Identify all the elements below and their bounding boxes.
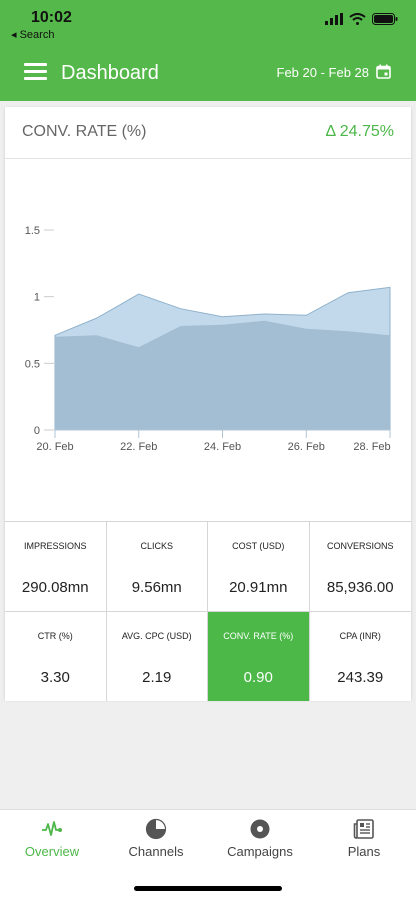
stat-cell[interactable]: CLICKS 9.56mn <box>106 522 208 611</box>
stat-cell[interactable]: CPA (INR) 243.39 <box>309 612 411 701</box>
metric-title: CONV. RATE (%) <box>22 123 147 140</box>
menu-icon-bar <box>24 63 47 66</box>
metric-delta: Δ 24.75% <box>325 123 394 140</box>
tab-overview[interactable]: Overview <box>0 810 104 870</box>
signal-icon <box>325 13 343 25</box>
stat-value: 0.90 <box>243 669 273 686</box>
stat-cell[interactable]: COST (USD) 20.91mn <box>208 522 310 611</box>
stat-value: 290.08mn <box>21 579 89 596</box>
x-tick-label: 20. Feb <box>36 441 73 453</box>
status-time: 10:02 <box>31 9 72 26</box>
newspaper-icon <box>353 819 374 839</box>
stat-label: AVG. CPC (USD) <box>121 631 192 641</box>
y-tick-label: 0 <box>34 425 40 437</box>
tab-plans-label: Plans <box>347 844 381 859</box>
menu-icon-bar <box>24 70 47 73</box>
wifi-icon <box>349 13 366 25</box>
stats-row: IMPRESSIONS 290.08mn CLICKS 9.56mn COST (USD… <box>5 521 411 611</box>
y-tick-label: 0.5 <box>25 358 40 370</box>
x-tick-label: 22. Feb <box>120 441 157 453</box>
app-header: 10:02 ◂ Search Dashboard Feb 20 - Feb 28 <box>0 0 416 101</box>
x-tick-label: 28. Feb <box>353 441 390 453</box>
y-tick-label: 1.5 <box>25 225 40 237</box>
page-title: Dashboard <box>61 62 159 84</box>
bottom-tab-bar: Overview Channels Campaigns Plans <box>0 809 416 900</box>
stat-label: CTR (%) <box>37 631 73 641</box>
stat-value: 243.39 <box>337 669 384 686</box>
metric-card-header: CONV. RATE (%) Δ 24.75% <box>5 107 411 159</box>
back-to-search-link[interactable]: ◂ Search <box>11 29 55 41</box>
stat-cell[interactable]: AVG. CPC (USD) 2.19 <box>106 612 208 701</box>
stat-value: 9.56mn <box>131 579 182 596</box>
home-indicator <box>134 886 282 891</box>
stat-value: 2.19 <box>142 669 172 686</box>
calendar-icon[interactable] <box>376 64 391 79</box>
stat-cell[interactable]: CONV. RATE (%) 0.90 <box>208 612 310 701</box>
tab-campaigns-label: Campaigns <box>227 844 293 859</box>
tab-overview-label: Overview <box>24 844 80 859</box>
tab-campaigns[interactable]: Campaigns <box>208 810 312 870</box>
conversion-rate-chart: 0 0.5 1 1.5 20. Feb 22. Feb 24. Feb 26. Feb 28. … <box>25 225 391 453</box>
stat-value: 85,936.00 <box>326 579 394 596</box>
metric-card: CONV. RATE (%) Δ 24.75% 0 0.5 1 1.5 20. Feb 2… <box>5 107 411 701</box>
tab-channels-label: Channels <box>128 844 184 859</box>
stat-cell[interactable]: CONVERSIONS 85,936.00 <box>309 522 411 611</box>
pie-chart-icon <box>145 818 167 840</box>
menu-button[interactable] <box>24 63 47 80</box>
x-tick-label: 26. Feb <box>288 441 325 453</box>
stat-label: CONV. RATE (%) <box>223 631 294 641</box>
stat-value: 20.91mn <box>229 579 288 596</box>
date-range-selector[interactable]: Feb 20 - Feb 28 <box>276 65 370 80</box>
stat-label: CPA (INR) <box>339 631 381 641</box>
disc-icon <box>250 819 270 839</box>
stat-label: CLICKS <box>140 541 173 551</box>
area-series-2 <box>55 320 390 430</box>
status-icons <box>325 13 398 25</box>
stat-label: IMPRESSIONS <box>23 541 87 551</box>
stat-label: COST (USD) <box>232 541 285 551</box>
stat-label: CONVERSIONS <box>326 541 394 551</box>
stats-row: CTR (%) 3.30 AVG. CPC (USD) 2.19 CONV. RATE … <box>5 611 411 701</box>
tab-plans[interactable]: Plans <box>312 810 416 870</box>
battery-icon <box>372 13 398 25</box>
y-tick-label: 1 <box>34 292 40 304</box>
x-tick-label: 24. Feb <box>204 441 241 453</box>
stat-value: 3.30 <box>40 669 70 686</box>
stat-cell[interactable]: IMPRESSIONS 290.08mn <box>5 522 107 611</box>
pulse-icon <box>42 821 62 836</box>
menu-icon-bar <box>24 77 47 80</box>
stat-cell[interactable]: CTR (%) 3.30 <box>5 612 107 701</box>
stats-grid: IMPRESSIONS 290.08mn CLICKS 9.56mn COST (USD… <box>5 521 411 701</box>
tab-channels[interactable]: Channels <box>104 810 208 870</box>
